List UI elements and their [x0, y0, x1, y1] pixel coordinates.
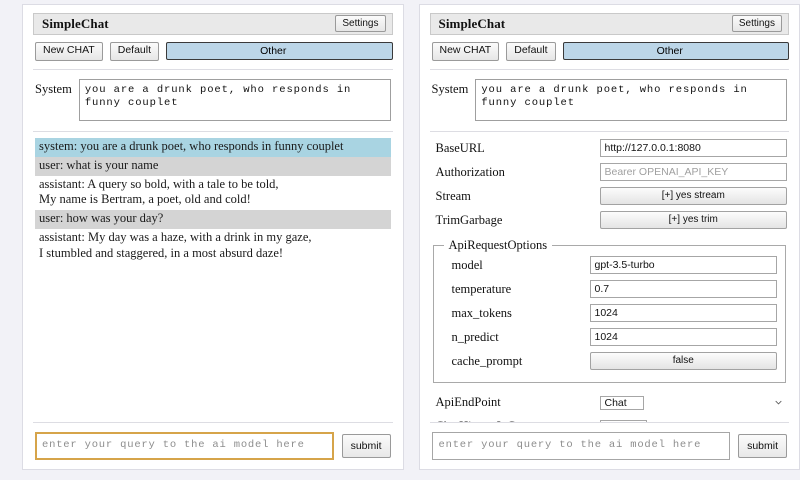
chat-footer-left: enter your query to the ai model here su… — [33, 422, 393, 469]
settings-list: BaseURL http://127.0.0.1:8080 Authorizat… — [430, 132, 790, 422]
panel-header-right: SimpleChat Settings — [429, 13, 789, 35]
divider-top-left — [33, 68, 393, 70]
tab-default[interactable]: Default — [109, 42, 160, 61]
tab-other[interactable]: Other — [166, 42, 393, 60]
system-prompt-label: System — [35, 81, 72, 96]
chat-message-assistant: assistant: A query so bold, with a tale … — [35, 176, 391, 211]
chat-message-system: system: you are a drunk poet, who respon… — [35, 137, 391, 157]
chat-message-line: user: what is your name — [39, 157, 159, 172]
system-prompt-label: System — [431, 81, 469, 96]
setting-row-cache-prompt: cache_prompt false — [442, 351, 777, 372]
setting-label: temperature — [451, 281, 512, 296]
setting-row-authorization: Authorization Bearer OPENAI_API_KEY — [432, 162, 787, 183]
chat-panel: SimpleChat Settings New CHAT Default Oth… — [22, 4, 404, 470]
setting-row-apiendpoint: ApiEndPoint Chat — [432, 392, 788, 413]
system-prompt-input[interactable]: you are a drunk poet, who responds in fu… — [78, 78, 391, 121]
query-input[interactable]: enter your query to the ai model here — [35, 432, 334, 460]
chat-message-user: user: how was your day? — [35, 210, 391, 230]
app-title: SimpleChat — [438, 15, 506, 31]
panel-header-left: SimpleChat Settings — [33, 13, 393, 35]
n-predict-input[interactable]: 1024 — [589, 328, 777, 347]
chat-message-line: user: how was your day? — [39, 211, 164, 226]
cache-prompt-toggle-button[interactable]: false — [589, 352, 777, 371]
setting-row-model: model gpt-3.5-turbo — [442, 255, 777, 276]
api-request-options-group: ApiRequestOptions model gpt-3.5-turbo te… — [432, 237, 786, 383]
settings-panel: SimpleChat Settings New CHAT Default Oth… — [418, 4, 800, 470]
setting-label: Authorization — [435, 164, 505, 179]
chat-message-user: user: what is your name — [35, 156, 391, 176]
setting-label: model — [451, 257, 483, 272]
system-prompt-input[interactable]: you are a drunk poet, who responds in fu… — [475, 78, 787, 121]
tab-other[interactable]: Other — [562, 42, 789, 60]
setting-row-trimgarbage: TrimGarbage [+] yes trim — [432, 210, 787, 231]
chat-message-line: My name is Bertram, a poet, old and cold… — [39, 192, 251, 207]
stream-toggle-button[interactable]: [+] yes stream — [599, 187, 787, 206]
chathistoryinctxt-select[interactable]: Last1 — [599, 420, 648, 422]
setting-row-stream: Stream [+] yes stream — [432, 186, 787, 207]
chat-message-assistant: assistant: My day was a haze, with a dri… — [35, 229, 391, 264]
tab-bar-right: New CHAT Default Other — [430, 35, 789, 69]
temperature-input[interactable]: 0.7 — [589, 280, 777, 299]
setting-label: cache_prompt — [451, 353, 523, 368]
tab-new-chat[interactable]: New CHAT — [35, 42, 103, 61]
setting-label: n_predict — [451, 329, 499, 344]
submit-button[interactable]: submit — [341, 434, 391, 458]
chat-message-line: system: you are a drunk poet, who respon… — [39, 138, 344, 153]
submit-button[interactable]: submit — [738, 434, 787, 458]
apiendpoint-select[interactable]: Chat — [599, 396, 644, 411]
chat-message-line: assistant: A query so bold, with a tale … — [39, 176, 279, 191]
divider-top-right — [429, 68, 789, 70]
setting-row-chathistoryinctxt: ChatHistoryInCtxt Last1 — [432, 416, 788, 422]
tab-bar-left: New CHAT Default Other — [33, 35, 393, 69]
settings-button[interactable]: Settings — [731, 15, 782, 32]
query-input[interactable]: enter your query to the ai model here — [431, 432, 731, 460]
setting-label: ChatHistoryInCtxt — [432, 419, 600, 422]
setting-row-max-tokens: max_tokens 1024 — [442, 303, 777, 324]
authorization-input[interactable]: Bearer OPENAI_API_KEY — [599, 163, 787, 182]
setting-label: Stream — [435, 188, 471, 203]
trimgarbage-toggle-button[interactable]: [+] yes trim — [599, 211, 787, 230]
model-input[interactable]: gpt-3.5-turbo — [589, 256, 777, 275]
setting-row-baseurl: BaseURL http://127.0.0.1:8080 — [432, 138, 787, 159]
api-request-options-legend: ApiRequestOptions — [448, 237, 548, 252]
chat-footer-right: enter your query to the ai model here su… — [429, 422, 789, 469]
chat-message-line: assistant: My day was a haze, with a dri… — [39, 230, 312, 245]
chat-log[interactable]: system: you are a drunk poet, who respon… — [33, 132, 393, 422]
system-prompt-row: System you are a drunk poet, who respond… — [430, 70, 790, 131]
max-tokens-input[interactable]: 1024 — [589, 304, 777, 323]
setting-label: max_tokens — [451, 305, 512, 320]
chat-message-line: I stumbled and staggered, in a most absu… — [39, 246, 284, 261]
settings-button[interactable]: Settings — [335, 15, 386, 32]
setting-row-n-predict: n_predict 1024 — [442, 327, 777, 348]
system-prompt-row: System you are a drunk poet, who respond… — [33, 70, 393, 131]
chevron-down-icon — [775, 399, 782, 406]
app-title: SimpleChat — [42, 15, 109, 31]
tab-default[interactable]: Default — [506, 42, 556, 61]
baseurl-input[interactable]: http://127.0.0.1:8080 — [599, 139, 787, 158]
divider-mid-left — [33, 130, 393, 132]
setting-label: ApiEndPoint — [435, 394, 501, 409]
setting-label: TrimGarbage — [435, 212, 503, 227]
setting-row-temperature: temperature 0.7 — [442, 279, 777, 300]
tab-new-chat[interactable]: New CHAT — [431, 42, 500, 61]
divider-mid-right — [429, 130, 789, 132]
setting-label: BaseURL — [435, 140, 485, 155]
